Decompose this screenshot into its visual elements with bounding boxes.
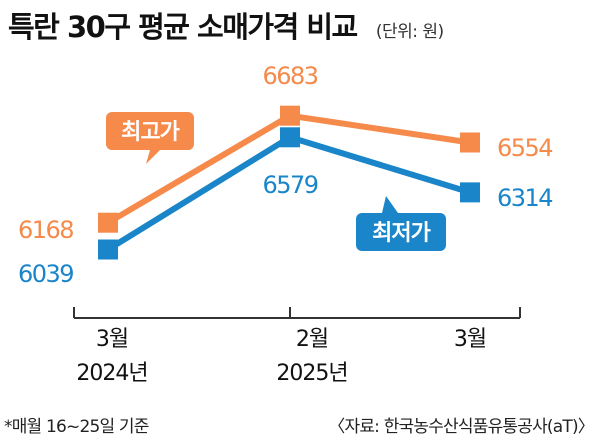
series-0-marker-2 [460, 132, 480, 153]
series-name-label-0: 최고가 [121, 120, 179, 145]
series-badge-tail-1 [382, 196, 398, 213]
unit-label: (단위: 원) [375, 22, 444, 42]
series-badge-tail-0 [146, 150, 160, 164]
series-name-label-1: 최저가 [372, 221, 430, 246]
data-label-0-2: 6554 [497, 134, 552, 162]
series-1-marker-1 [280, 127, 300, 148]
x-tick-label-1-1: 2025년 [276, 361, 347, 386]
data-label-0-1: 6683 [262, 62, 317, 90]
series-1-marker-0 [98, 239, 118, 260]
footnote: *매월 16~25일 기준 [4, 417, 149, 437]
series-badge-0 [106, 112, 194, 150]
x-tick-label-2-0: 3월 [454, 327, 486, 352]
data-label-1-1: 6579 [262, 171, 317, 199]
title-row: 특란 30구 평균 소매가격 비교 (단위: 원) [8, 4, 444, 46]
series-1-marker-2 [460, 182, 480, 203]
x-tick-label-1-0: 2월 [296, 327, 328, 352]
data-label-1-0: 6039 [18, 260, 73, 288]
x-tick-label-0-1: 2024년 [76, 361, 147, 386]
series-0-marker-1 [280, 105, 300, 126]
data-label-0-0: 6168 [18, 216, 73, 244]
source-note: 〈자료: 한국농수산식품유통공사(aT)〉 [328, 417, 595, 437]
x-tick-label-0-0: 3월 [96, 327, 128, 352]
data-label-1-2: 6314 [497, 184, 552, 212]
series-0-marker-0 [98, 212, 118, 233]
series-badge-1 [356, 213, 446, 251]
chart-title: 특란 30구 평균 소매가격 비교 [8, 10, 358, 44]
